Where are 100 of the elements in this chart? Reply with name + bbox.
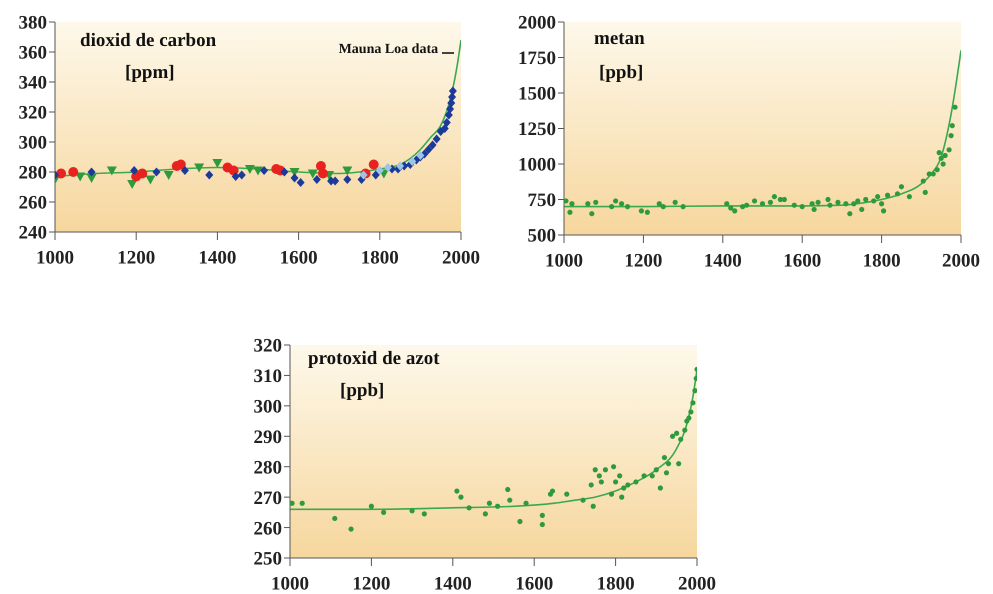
point [654, 467, 659, 472]
point [342, 166, 352, 176]
text: [ppb] [599, 62, 644, 84]
point [444, 110, 453, 120]
point [596, 473, 602, 478]
point [590, 504, 596, 509]
point [617, 473, 622, 478]
y-tick-label: 260 [254, 518, 282, 540]
point [540, 522, 545, 528]
point [176, 160, 186, 170]
point [106, 166, 117, 176]
x-tick-label: 1800 [596, 573, 635, 594]
text: [ppm] [125, 62, 175, 84]
point [458, 494, 464, 500]
x-tick-label: 1000 [36, 247, 74, 268]
point [670, 434, 676, 439]
point [432, 134, 441, 144]
point [678, 436, 684, 442]
y-tick-label: 300 [254, 396, 282, 418]
point [253, 166, 263, 176]
point [619, 494, 624, 500]
y-tick-label: 1750 [518, 48, 556, 70]
y-tick-label: 270 [254, 488, 282, 509]
chart-title: metan [594, 28, 645, 50]
point [507, 498, 512, 503]
point [442, 118, 451, 127]
point [540, 512, 545, 518]
point [564, 492, 570, 497]
y-tick-label: 240 [18, 222, 47, 244]
x-tick-label: 1000 [545, 250, 583, 272]
y-tick-label: 320 [254, 336, 282, 357]
point [447, 98, 456, 108]
point [580, 498, 586, 503]
x-tick-label: 1600 [280, 247, 318, 268]
y-tick-label: 380 [18, 12, 47, 34]
point [376, 166, 384, 175]
point [690, 400, 696, 406]
point [598, 479, 604, 485]
point [372, 170, 380, 180]
point [448, 92, 456, 102]
point [180, 166, 189, 175]
point [486, 500, 492, 506]
x-tick-label: 1200 [352, 573, 390, 594]
chart-title: protoxid de azot [308, 348, 440, 370]
annotation: Mauna Loa data [338, 42, 438, 58]
x-tick-label: 1400 [434, 573, 472, 594]
y-tick-label: 280 [254, 457, 282, 478]
point [212, 159, 222, 168]
point [137, 168, 148, 178]
point [348, 526, 354, 532]
point [424, 145, 433, 154]
point [613, 479, 618, 485]
point [440, 124, 449, 133]
point [384, 163, 392, 172]
x-tick-label: 1800 [360, 247, 399, 268]
point [633, 479, 639, 485]
y-tick-label: 280 [18, 162, 47, 184]
point [280, 168, 288, 176]
point [205, 170, 214, 180]
point [343, 175, 352, 184]
point [428, 140, 437, 150]
point [381, 510, 386, 515]
point [608, 492, 614, 497]
point [688, 409, 694, 415]
point [662, 454, 668, 460]
point [621, 485, 626, 491]
point [676, 461, 682, 466]
point [145, 176, 156, 184]
x-tick-label: 1400 [704, 250, 742, 272]
point [686, 415, 692, 421]
point [194, 164, 204, 172]
point [68, 167, 78, 177]
point [290, 174, 299, 182]
point [360, 170, 368, 180]
point [682, 428, 688, 433]
y-tick-label: 360 [18, 42, 47, 64]
point [692, 388, 697, 394]
y-tick-label: 1000 [518, 154, 556, 176]
point [368, 504, 374, 509]
y-tick-label: 250 [254, 548, 282, 570]
x-tick-label: 1200 [624, 250, 662, 272]
x-tick-label: 1600 [783, 250, 822, 272]
point [658, 485, 663, 491]
point [650, 473, 655, 478]
y-tick-label: 260 [18, 192, 47, 214]
point [625, 482, 630, 488]
point [396, 162, 404, 170]
x-tick-label: 2000 [678, 573, 716, 594]
point [446, 104, 454, 114]
y-tick-label: 2000 [518, 12, 556, 34]
point [238, 170, 246, 180]
point [610, 464, 616, 470]
x-tick-label: 1400 [198, 247, 236, 268]
chart-title: dioxid de carbon [80, 30, 216, 52]
point [308, 170, 318, 178]
x-tick-label: 1800 [862, 250, 901, 272]
point [454, 488, 460, 494]
point [332, 516, 338, 522]
y-tick-label: 290 [254, 427, 282, 448]
point [664, 470, 670, 476]
